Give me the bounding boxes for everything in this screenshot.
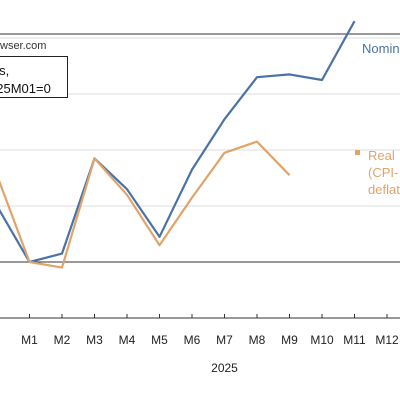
plot-frame xyxy=(0,33,400,319)
x-tick-label: M5 xyxy=(151,333,168,347)
series-line-real xyxy=(0,140,291,269)
note-line-2: 025M01=0 xyxy=(0,81,51,96)
legend-nominal-label: Nomin xyxy=(362,41,400,56)
x-tick-label: M3 xyxy=(86,333,103,347)
axis-layer: 2 M1 M2 M3 M4 M5 M6 M7 M8 M9 M10 M11 M12 2025 xyxy=(0,314,399,375)
x-tick-label: M4 xyxy=(119,333,136,347)
series-line-nominal xyxy=(0,20,356,264)
legend-real-swatch xyxy=(355,150,360,155)
note-line-1: les, xyxy=(0,63,10,78)
note-box: les, 025M01=0 xyxy=(0,56,68,98)
x-tick-label: M10 xyxy=(310,333,334,347)
x-tick-label: M7 xyxy=(216,333,233,347)
legend-real-label-line: deflat xyxy=(368,182,400,197)
x-tick-label: M11 xyxy=(343,333,366,347)
source-text: wser.com xyxy=(0,40,47,52)
legend-layer: Nomin Real (CPI-deflat xyxy=(355,41,400,197)
legend-real-label-line: (CPI- xyxy=(368,165,398,180)
legend-real-label-line: Real xyxy=(368,148,395,163)
grid-layer xyxy=(0,33,400,319)
x-tick-label: M8 xyxy=(249,333,266,347)
x-tick-label: M2 xyxy=(54,333,71,347)
series-layer xyxy=(0,20,356,269)
x-tick-label: M1 xyxy=(21,333,38,347)
x-tick-label: M9 xyxy=(281,333,298,347)
x-axis-label: 2025 xyxy=(211,361,238,375)
x-tick-label: M12 xyxy=(375,333,399,347)
x-tick-label: M6 xyxy=(184,333,201,347)
x-tick-label: 2 xyxy=(0,333,1,347)
